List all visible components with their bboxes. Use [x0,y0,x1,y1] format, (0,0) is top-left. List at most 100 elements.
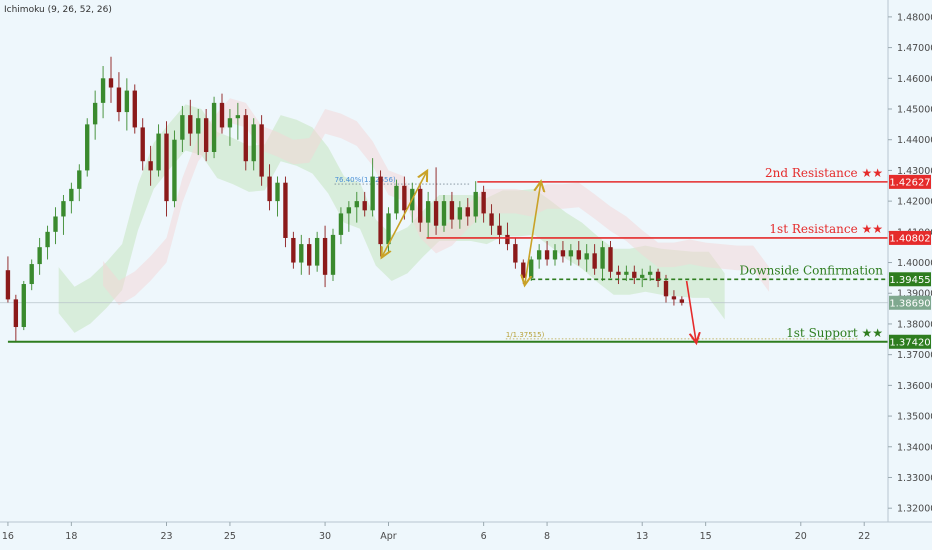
time-tick-label: 6 [481,531,487,542]
candle-body [322,237,328,275]
candle-body [529,259,534,278]
candle-body [45,231,50,248]
candle-body [307,244,312,266]
price-tick-label: 1.36000 [897,381,932,392]
time-tick-label: 16 [2,531,14,542]
price-tick-label: 1.35000 [897,412,932,423]
candle-body [124,90,130,113]
candle-body [449,201,455,220]
price-tick-label: 1.37000 [897,350,932,361]
level-price-tag [889,230,931,245]
candle-body [481,191,486,214]
level-price-tag [889,334,931,349]
candle-body [291,237,296,263]
candle-body [69,188,74,202]
cloud-red-band [103,98,770,306]
time-tick-label: 30 [319,531,331,542]
level-label: Downside Confirmation [740,263,884,277]
time-tick-label: 13 [636,531,648,542]
candle-body [92,102,98,125]
indicator-label[interactable]: Ichimoku (9, 26, 52, 26) [4,5,112,15]
time-tick-label: Apr [380,531,397,542]
candle-body [433,201,439,226]
candle-body [497,225,502,235]
candle-body [203,118,209,152]
target-arrow [685,280,697,342]
candle-body [85,124,90,171]
candle-body [211,102,217,152]
price-tick-label: 1.32000 [897,504,932,515]
candle-body [172,139,177,202]
price-tick-label: 1.44000 [897,135,932,146]
time-tick-label: 20 [795,531,807,542]
fib-label: 76.40%(1.42556) [335,176,396,184]
ichimoku-cloud [58,98,770,333]
candle-body [243,115,248,162]
candle-body [647,271,653,275]
fib-levels: 76.40%(1.42556) 1/1.37515) [334,176,858,340]
time-tick-label: 15 [700,531,712,542]
measure-double-arrow [382,172,426,256]
candle-body [370,176,375,211]
candle-body [299,244,304,263]
candle-body [148,161,153,171]
candle-body [505,234,510,245]
candle-body [489,213,494,226]
candle-body [616,271,621,275]
levels: 2nd Resistance ★★ 1st Resistance ★★ Downsi… [7,166,888,343]
level-price-tag [889,174,931,189]
candle-body [592,253,597,269]
candle-body [77,170,82,189]
candle-body [632,271,637,278]
fib-label: 1/1.37515) [506,331,545,339]
level-price-tag [889,272,931,287]
candle-body [465,207,470,217]
price-tick-label: 1.42000 [897,197,932,208]
candle-body [346,207,352,214]
candle-body [140,127,145,162]
price-tick-label: 1.47000 [897,43,932,54]
candle-body [655,271,661,281]
price-axis[interactable]: 1.48000 1.47000 1.46000 1.45000 1.44000 1.430… [888,12,932,515]
price-tick-label: 1.39000 [897,289,932,300]
candle-body [108,78,114,88]
level-label: 2nd Resistance ★★ [765,166,883,180]
cloud-green-band [58,104,725,333]
level-price-tag-text: 1.37420 [889,337,930,348]
candle-body [671,296,677,300]
current-price-tag [889,295,931,310]
price-tick-label: 1.45000 [897,105,932,116]
candle-body [536,250,542,260]
candle-body [61,201,66,217]
candle-body [132,90,137,128]
candle-body [640,274,645,278]
candle-body [608,247,613,272]
candle-body [156,133,161,171]
time-tick-label: 25 [224,531,236,542]
candle-body [13,299,19,328]
time-tick-label: 22 [858,531,870,542]
price-tags: 1.42627 1.40802 1.39455 1.37420 1.38690 [889,174,931,349]
candle-body [418,188,423,223]
time-axis[interactable]: 16 18 23 25 30 Apr 6 8 13 15 20 22 [2,522,870,542]
candle-body [624,271,629,275]
candle-body [314,237,320,266]
candle-body [338,213,344,235]
candle-body [37,247,42,265]
candle-body [457,207,463,220]
level-price-tag-text: 1.42627 [889,177,930,188]
level-price-tag-text: 1.39455 [889,275,930,286]
candle-body [235,115,241,119]
candle-body [362,201,367,211]
level-price-tag-text: 1.40802 [889,233,930,244]
current-price-tag-text: 1.38690 [889,298,930,309]
candle-body [513,244,518,263]
candle-body [386,213,391,245]
candle-body [378,176,383,245]
price-tick-label: 1.43000 [897,166,932,177]
candle-body [330,234,336,275]
candle-body [164,133,169,202]
candle-body [600,247,605,269]
candle-body [180,115,185,140]
